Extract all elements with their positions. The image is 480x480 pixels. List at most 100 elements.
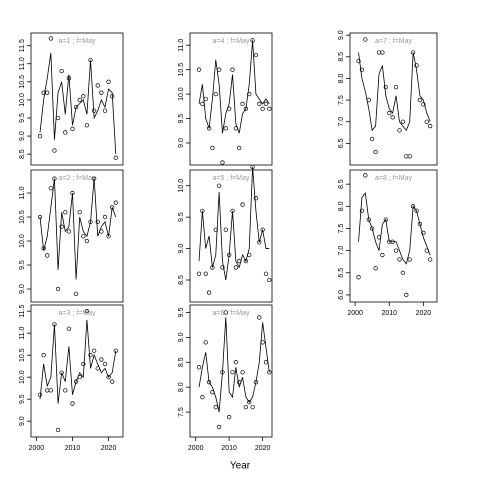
data-point: [81, 94, 86, 99]
data-point: [410, 50, 416, 55]
data-point: [257, 101, 262, 107]
panel-frame: [189, 32, 273, 166]
data-point: [63, 210, 68, 215]
data-point: [59, 68, 64, 74]
y-tick-label: 10.0: [19, 93, 26, 107]
data-point: [253, 52, 259, 58]
y-tick-label: 9.0: [19, 416, 26, 426]
data-point: [99, 357, 104, 362]
data-point: [359, 67, 365, 72]
y-tick-label: 9.5: [178, 212, 185, 222]
y-tick-label: 10.5: [19, 210, 26, 224]
data-point: [223, 227, 228, 232]
y-tick-label: 11.0: [19, 327, 26, 340]
x-tick-label: 2010: [381, 310, 397, 317]
data-point: [70, 126, 75, 131]
data-point: [200, 395, 205, 400]
panel-title: a=5 ; f=May: [213, 175, 250, 182]
data-point: [247, 91, 252, 97]
data-point: [428, 257, 433, 262]
data-point: [77, 210, 82, 215]
y-tick-label: 7.0: [338, 117, 345, 127]
y-tick-label: 8.0: [338, 201, 345, 211]
data-point: [63, 388, 68, 393]
data-point: [247, 252, 252, 258]
data-point: [263, 271, 269, 276]
panel-title: a=1 ; f=May: [59, 38, 96, 45]
data-point: [417, 221, 423, 227]
data-point: [260, 106, 265, 111]
data-point: [88, 353, 93, 358]
y-tick-label: 9.5: [19, 260, 26, 270]
data-point: [383, 217, 388, 222]
data-point: [213, 404, 218, 410]
y-tick-label: 9.5: [19, 113, 26, 123]
data-point: [88, 219, 93, 224]
data-point: [113, 348, 118, 353]
y-tick-label: 9.0: [178, 138, 185, 148]
data-point: [363, 37, 368, 42]
data-point: [213, 227, 218, 232]
x-tick-label: 2000: [29, 445, 45, 452]
data-point: [220, 265, 225, 270]
data-point: [84, 123, 90, 128]
data-point: [206, 126, 212, 131]
data-point: [200, 208, 205, 214]
data-point: [216, 67, 222, 72]
data-point: [220, 160, 225, 165]
data-point: [81, 361, 86, 367]
data-point: [397, 257, 402, 262]
data-point: [55, 115, 61, 121]
fit-line: [198, 166, 270, 281]
data-point: [380, 252, 385, 258]
y-tick-label: 9.5: [178, 308, 185, 318]
y-tick-label: 9.0: [338, 30, 345, 40]
data-point: [376, 235, 382, 240]
panel-title: a=4 ; f=May: [213, 38, 250, 45]
data-point: [84, 238, 90, 244]
data-point: [55, 427, 61, 433]
data-point: [250, 164, 255, 170]
data-point: [393, 84, 399, 90]
data-point: [220, 370, 225, 375]
data-point: [424, 248, 429, 253]
x-axis-label: Year: [230, 461, 251, 472]
y-tick-label: 9.0: [178, 244, 185, 254]
data-point: [387, 110, 392, 116]
data-point: [37, 214, 43, 220]
data-point: [59, 370, 64, 375]
data-point: [66, 229, 72, 234]
data-point: [95, 366, 100, 371]
y-tick-label: 10.0: [178, 87, 185, 101]
data-point: [267, 106, 272, 111]
data-point: [390, 239, 395, 244]
data-point: [102, 361, 108, 367]
data-point: [196, 67, 202, 72]
data-point: [227, 252, 232, 258]
x-tick-label: 2010: [221, 445, 237, 452]
data-point: [110, 94, 115, 99]
data-point: [55, 286, 61, 292]
data-point: [373, 266, 378, 271]
y-tick-label: 8.5: [178, 357, 185, 367]
data-point: [102, 214, 108, 220]
y-tick-label: 7.5: [338, 223, 345, 233]
data-point: [66, 76, 72, 81]
data-point: [206, 380, 212, 385]
x-tick-label: 2000: [188, 445, 204, 452]
y-tick-label: 10.0: [19, 234, 26, 248]
data-point: [263, 101, 269, 107]
data-point: [223, 126, 228, 131]
data-point: [230, 370, 235, 375]
data-point: [263, 360, 269, 365]
y-tick-label: 11.5: [19, 305, 26, 318]
data-point: [233, 126, 239, 131]
data-point: [99, 229, 104, 234]
panel-frame: [189, 169, 273, 303]
data-point: [88, 57, 93, 63]
data-point: [240, 101, 245, 107]
data-point: [73, 104, 79, 110]
data-point: [59, 224, 64, 229]
